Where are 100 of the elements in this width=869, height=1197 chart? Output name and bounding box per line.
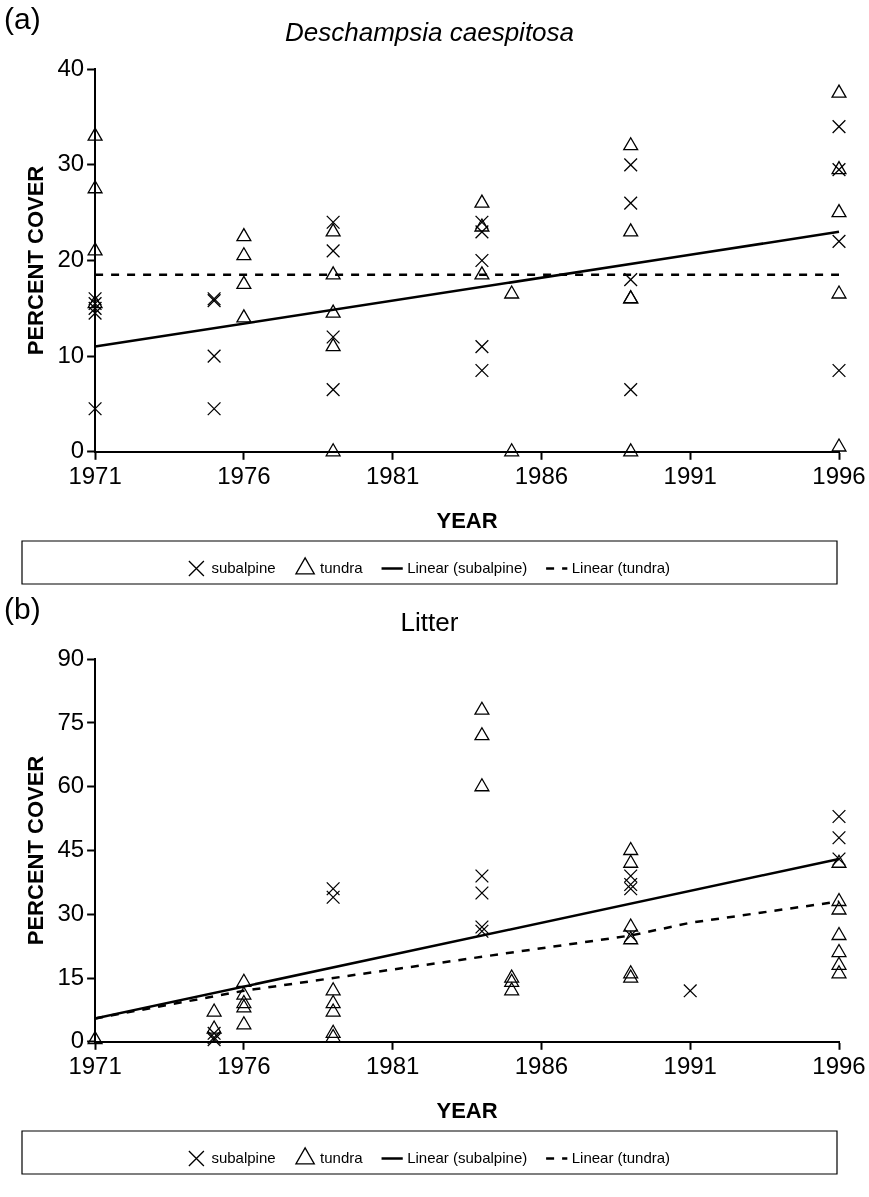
point xyxy=(474,886,489,901)
legend-label: subalpine xyxy=(211,558,276,576)
legend-label: Linear (subalpine) xyxy=(407,558,528,576)
x-tick-label: 1971 xyxy=(68,1051,122,1079)
legend-label: Linear (tundra) xyxy=(571,1148,671,1166)
point xyxy=(206,1020,222,1034)
y-tick-label: 20 xyxy=(57,245,85,273)
point xyxy=(623,969,639,983)
point xyxy=(87,180,103,194)
point xyxy=(326,890,341,905)
y-tick-label: 90 xyxy=(57,643,85,671)
point xyxy=(474,778,490,792)
y-tick-label: 0 xyxy=(70,436,85,464)
y-tick-label: 40 xyxy=(57,53,85,81)
point xyxy=(236,994,252,1009)
point xyxy=(504,982,520,996)
point xyxy=(831,956,847,970)
x-tick-label: 1996 xyxy=(812,1051,866,1079)
point xyxy=(325,266,341,280)
point xyxy=(325,304,341,318)
legend-label: tundra xyxy=(320,1148,364,1166)
point xyxy=(236,1016,252,1030)
point xyxy=(326,243,341,258)
x-tick-label: 1976 xyxy=(217,1051,271,1079)
point xyxy=(831,892,847,907)
point xyxy=(236,973,252,987)
y-axis-title: PERCENT COVER xyxy=(23,165,49,356)
point xyxy=(683,983,698,998)
point xyxy=(236,986,252,1000)
x-tick-label: 1996 xyxy=(812,461,866,489)
point xyxy=(236,275,252,290)
legend-label: Linear (subalpine) xyxy=(407,1148,528,1166)
point xyxy=(623,443,639,457)
point xyxy=(474,339,489,354)
point xyxy=(325,1003,341,1017)
point xyxy=(831,438,847,452)
point xyxy=(623,965,639,979)
point xyxy=(623,918,639,932)
point xyxy=(474,194,490,208)
point xyxy=(831,901,847,915)
x-tick-label: 1991 xyxy=(663,1051,717,1079)
x-tick-label: 1981 xyxy=(365,461,420,489)
point xyxy=(325,994,341,1009)
point xyxy=(326,881,341,896)
x-tick-label: 1991 xyxy=(663,461,717,489)
point xyxy=(831,234,847,249)
point xyxy=(831,119,847,134)
text: (a) xyxy=(4,2,41,36)
y-tick-label: 15 xyxy=(57,962,85,990)
y-tick-label: 10 xyxy=(57,340,85,368)
point xyxy=(474,924,489,939)
point xyxy=(504,443,520,457)
point xyxy=(623,841,639,856)
text: (b) xyxy=(4,592,41,626)
point xyxy=(207,401,222,416)
point xyxy=(623,157,638,172)
point xyxy=(325,443,341,457)
point xyxy=(504,285,520,299)
x-tick-label: 1976 xyxy=(217,461,271,489)
y-tick-label: 60 xyxy=(57,771,85,799)
legend-label: Linear (tundra) xyxy=(571,558,671,576)
point xyxy=(474,363,489,378)
x-tick-label: 1986 xyxy=(514,1051,569,1079)
chart-title: Deschampsia caespitosa xyxy=(284,16,575,47)
point xyxy=(325,337,341,352)
point xyxy=(504,969,520,983)
y-tick-label: 45 xyxy=(57,835,85,863)
y-tick-label: 30 xyxy=(57,149,85,177)
legend-label: tundra xyxy=(320,558,364,576)
point xyxy=(474,727,490,741)
point xyxy=(87,1031,103,1045)
point xyxy=(831,204,847,218)
point xyxy=(207,349,222,364)
x-tick-label: 1981 xyxy=(365,1051,420,1079)
point xyxy=(325,982,341,996)
point xyxy=(206,1003,222,1017)
point xyxy=(236,247,252,261)
point xyxy=(474,920,489,935)
legend-label: subalpine xyxy=(211,1148,276,1166)
y-tick-label: 75 xyxy=(57,707,85,735)
x-axis-title: YEAR xyxy=(436,507,498,533)
y-tick-label: 30 xyxy=(57,898,85,926)
point xyxy=(623,272,638,287)
point xyxy=(623,196,638,211)
point xyxy=(474,253,489,268)
point xyxy=(326,330,341,345)
point xyxy=(831,285,847,299)
point xyxy=(623,854,639,868)
point xyxy=(207,1026,222,1041)
point xyxy=(831,926,847,941)
point xyxy=(326,215,341,230)
point xyxy=(325,223,341,237)
point xyxy=(831,84,847,98)
point xyxy=(831,965,847,979)
x-axis-title: YEAR xyxy=(436,1097,498,1123)
point xyxy=(326,382,341,397)
point xyxy=(87,242,103,256)
point xyxy=(236,309,252,323)
point xyxy=(474,701,490,715)
chart-title: Litter xyxy=(400,606,459,637)
